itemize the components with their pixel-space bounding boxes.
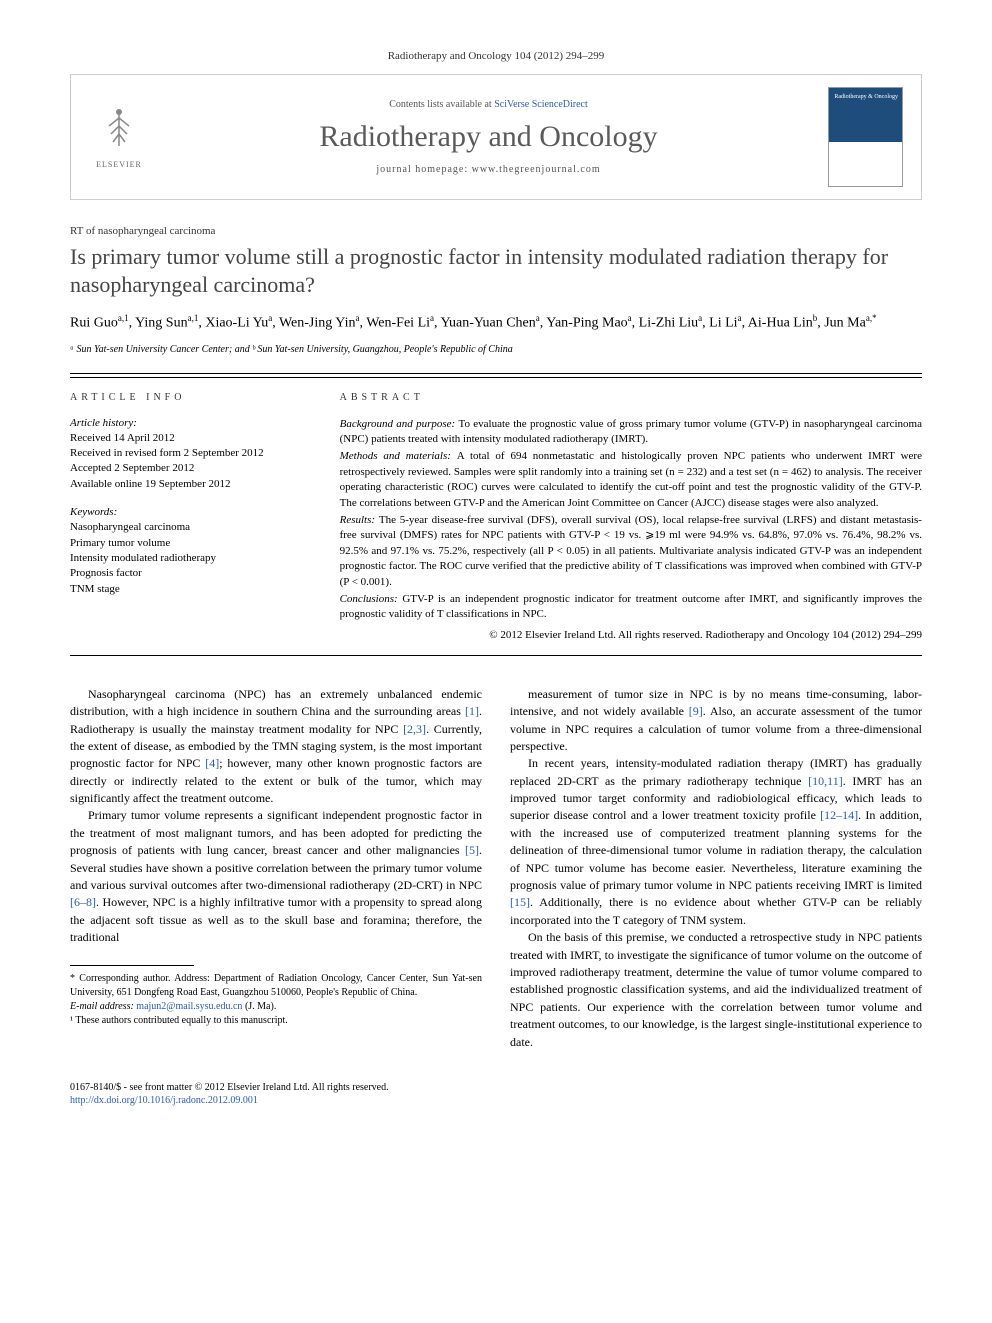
homepage-url[interactable]: www.thegreenjournal.com [472, 164, 601, 175]
body-paragraph: Primary tumor volume represents a signif… [70, 807, 482, 946]
abstract-segment: Results: The 5-year disease-free surviva… [340, 513, 922, 590]
elsevier-tree-icon [99, 106, 139, 158]
article-meta-row: ARTICLE INFO Article history: Received 1… [70, 373, 922, 656]
keywords-label: Keywords: [70, 506, 312, 518]
contents-prefix: Contents lists available at [389, 99, 491, 110]
email-label: E-mail address: [70, 1001, 134, 1012]
body-paragraph: measurement of tumor size in NPC is by n… [510, 686, 922, 756]
abstract-segment: Background and purpose: To evaluate the … [340, 417, 922, 448]
homepage-prefix: journal homepage: [376, 164, 468, 175]
history-item: Received 14 April 2012 [70, 431, 312, 446]
footnote-contribution: ¹ These authors contributed equally to t… [70, 1014, 482, 1028]
cover-label: Radiotherapy & Oncology [834, 94, 898, 100]
article-info-column: ARTICLE INFO Article history: Received 1… [70, 377, 326, 655]
journal-cover-thumbnail: Radiotherapy & Oncology [828, 87, 903, 187]
footnote-separator [70, 965, 194, 966]
body-paragraph: Nasopharyngeal carcinoma (NPC) has an ex… [70, 686, 482, 808]
article-title: Is primary tumor volume still a prognost… [70, 243, 922, 298]
history-label: Article history: [70, 417, 312, 429]
article-section-tag: RT of nasopharyngeal carcinoma [70, 225, 922, 237]
abstract-heading: ABSTRACT [340, 392, 922, 403]
body-paragraph: In recent years, intensity-modulated rad… [510, 755, 922, 929]
journal-citation: Radiotherapy and Oncology 104 (2012) 294… [70, 50, 922, 62]
abstract-copyright: © 2012 Elsevier Ireland Ltd. All rights … [340, 629, 922, 641]
affiliations: ᵃ Sun Yat-sen University Cancer Center; … [70, 344, 922, 355]
author-list: Rui Guoa,1, Ying Suna,1, Xiao-Li Yua, We… [70, 312, 922, 334]
elsevier-logo: ELSEVIER [89, 102, 149, 172]
body-paragraph: On the basis of this premise, we conduct… [510, 929, 922, 1051]
body-left-column: Nasopharyngeal carcinoma (NPC) has an ex… [70, 686, 482, 1051]
history-item: Accepted 2 September 2012 [70, 461, 312, 476]
history-item: Received in revised form 2 September 201… [70, 446, 312, 461]
keyword-item: Nasopharyngeal carcinoma [70, 520, 312, 535]
journal-header-box: ELSEVIER Contents lists available at Sci… [70, 74, 922, 200]
body-columns: Nasopharyngeal carcinoma (NPC) has an ex… [70, 686, 922, 1051]
page-footer: 0167-8140/$ - see front matter © 2012 El… [70, 1081, 922, 1107]
abstract-body: Background and purpose: To evaluate the … [340, 417, 922, 623]
footnote-corresponding: * Corresponding author. Address: Departm… [70, 972, 482, 1000]
footer-copyright: 0167-8140/$ - see front matter © 2012 El… [70, 1081, 922, 1094]
history-item: Available online 19 September 2012 [70, 477, 312, 492]
abstract-segment: Methods and materials: A total of 694 no… [340, 449, 922, 511]
abstract-segment: Conclusions: GTV-P is an independent pro… [340, 592, 922, 623]
contents-list-line: Contents lists available at SciVerse Sci… [149, 99, 828, 110]
keyword-item: Intensity modulated radiotherapy [70, 551, 312, 566]
abstract-column: ABSTRACT Background and purpose: To eval… [326, 377, 922, 655]
keyword-item: Prognosis factor [70, 566, 312, 581]
email-link[interactable]: majun2@mail.sysu.edu.cn [136, 1001, 242, 1012]
article-info-heading: ARTICLE INFO [70, 392, 312, 403]
footnote-email: E-mail address: majun2@mail.sysu.edu.cn … [70, 1000, 482, 1014]
elsevier-text: ELSEVIER [96, 160, 142, 169]
sciencedirect-link[interactable]: SciVerse ScienceDirect [494, 99, 588, 110]
email-author: (J. Ma). [245, 1001, 276, 1012]
body-right-column: measurement of tumor size in NPC is by n… [510, 686, 922, 1051]
journal-name: Radiotherapy and Oncology [149, 120, 828, 154]
keyword-item: Primary tumor volume [70, 536, 312, 551]
footer-doi-link[interactable]: http://dx.doi.org/10.1016/j.radonc.2012.… [70, 1095, 258, 1106]
keyword-item: TNM stage [70, 582, 312, 597]
journal-homepage: journal homepage: www.thegreenjournal.co… [149, 164, 828, 175]
